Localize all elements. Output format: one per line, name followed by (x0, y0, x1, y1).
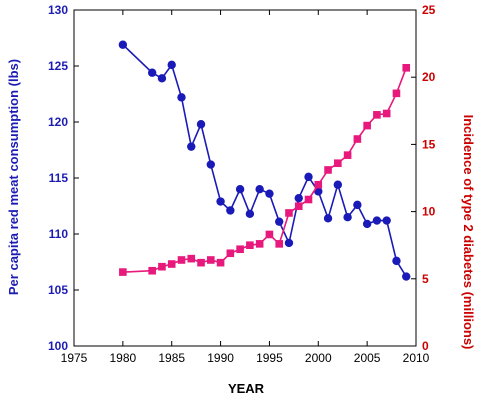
meat-point (343, 213, 352, 222)
diabetes-point (167, 260, 176, 268)
meat-point (196, 120, 206, 129)
y-left-tick-label: 115 (49, 171, 69, 185)
y-left-tick-label: 125 (48, 59, 68, 73)
y-left-tick-label: 110 (49, 227, 69, 241)
plot-frame (73, 9, 417, 347)
x-axis-title: YEAR (228, 381, 265, 396)
y-left-tick-label: 130 (48, 3, 68, 17)
diabetes-point (294, 202, 303, 211)
diabetes-point (285, 209, 293, 217)
x-tick-label: 1980 (110, 351, 137, 365)
diabetes-point (148, 266, 156, 275)
meat-point (382, 216, 391, 225)
diabetes-point (177, 256, 186, 264)
meat-point (402, 272, 411, 281)
meat-point (323, 214, 333, 223)
diabetes-point (226, 249, 235, 258)
meat-point (304, 172, 313, 182)
x-tick-label: 2010 (403, 351, 430, 365)
meat-point (226, 206, 235, 215)
y-right-tick-label: 25 (422, 3, 436, 17)
meat-point (235, 185, 245, 194)
x-tick-label: 2000 (305, 351, 332, 365)
y-axis-right-title: Incidence of type 2 diabetes (millions) (461, 115, 476, 350)
diabetes-point (119, 268, 127, 276)
meat-point (167, 60, 176, 70)
meat-point (353, 200, 362, 210)
meat-point (362, 219, 372, 229)
y-left-tick-label: 105 (48, 283, 68, 297)
diabetes-point (158, 262, 166, 271)
y-right-tick-label: 15 (422, 137, 436, 151)
meat-point (284, 238, 294, 248)
y-right-tick-label: 5 (422, 272, 429, 286)
meat-point (265, 189, 274, 198)
diabetes-point (216, 258, 225, 267)
meat-point (245, 209, 255, 219)
diabetes-series-line (122, 67, 407, 273)
diabetes-point (402, 63, 411, 72)
meat-point (333, 180, 343, 189)
meat-series-line (122, 44, 407, 278)
y-left-tick-label: 120 (48, 115, 68, 129)
meat-point (187, 142, 196, 151)
y-left-tick-label: 100 (48, 339, 68, 353)
meat-point (157, 74, 167, 83)
meat-point (392, 256, 401, 266)
diabetes-point (236, 245, 244, 254)
x-tick-label: 1990 (207, 351, 234, 365)
diabetes-point (197, 258, 205, 267)
diabetes-point (324, 166, 332, 174)
y-right-tick-label: 20 (422, 70, 436, 84)
x-tick-label: 2005 (354, 351, 381, 365)
diabetes-point (392, 89, 401, 98)
meat-point (216, 197, 225, 206)
diabetes-point (373, 111, 381, 119)
diabetes-point (275, 240, 283, 248)
diabetes-point (382, 109, 391, 118)
meat-point (294, 193, 303, 203)
y-right-tick-label: 10 (422, 205, 436, 219)
meat-point (147, 68, 157, 77)
y-axis-left-title: Per capita red meat consumption (lbs) (6, 59, 21, 295)
diabetes-point (343, 151, 352, 159)
diabetes-point (265, 230, 274, 239)
diabetes-point (255, 240, 264, 248)
diabetes-point (314, 180, 323, 189)
diabetes-point (187, 254, 196, 263)
meat-point (275, 217, 284, 226)
meat-point (206, 160, 215, 169)
x-tick-label: 1985 (158, 351, 185, 365)
diabetes-point (304, 195, 313, 204)
meat-point (255, 185, 264, 194)
meat-point (177, 93, 186, 102)
diabetes-point (363, 121, 371, 130)
diabetes-point (353, 135, 362, 143)
x-tick-label: 1995 (256, 351, 283, 365)
x-tick-label: 1975 (61, 351, 88, 365)
meat-point (372, 216, 382, 225)
diabetes-point (207, 256, 215, 264)
meat-point (118, 40, 128, 49)
y-right-tick-label: 0 (422, 339, 429, 353)
diabetes-point (334, 159, 342, 168)
diabetes-point (246, 241, 254, 249)
